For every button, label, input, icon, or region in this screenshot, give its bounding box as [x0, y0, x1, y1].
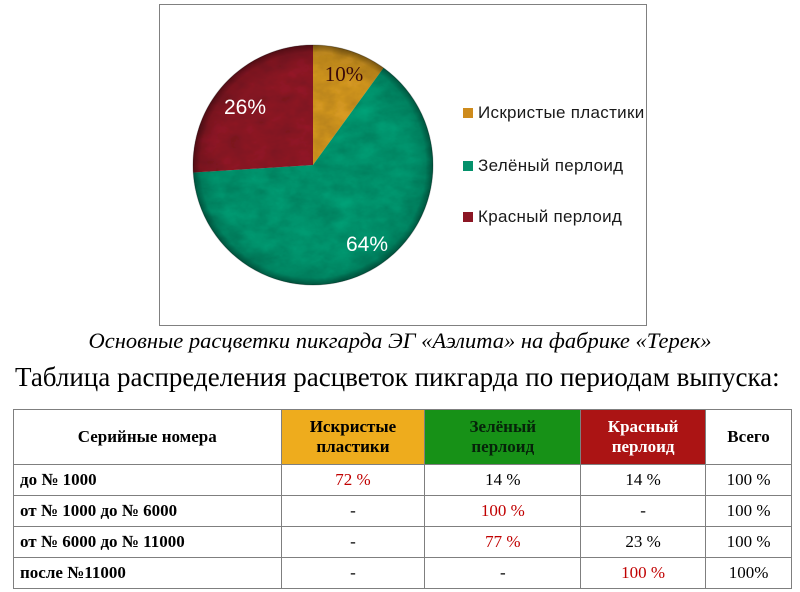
svg-text:64%: 64%: [346, 233, 388, 256]
svg-text:26%: 26%: [224, 96, 266, 119]
svg-text:10%: 10%: [325, 62, 364, 86]
